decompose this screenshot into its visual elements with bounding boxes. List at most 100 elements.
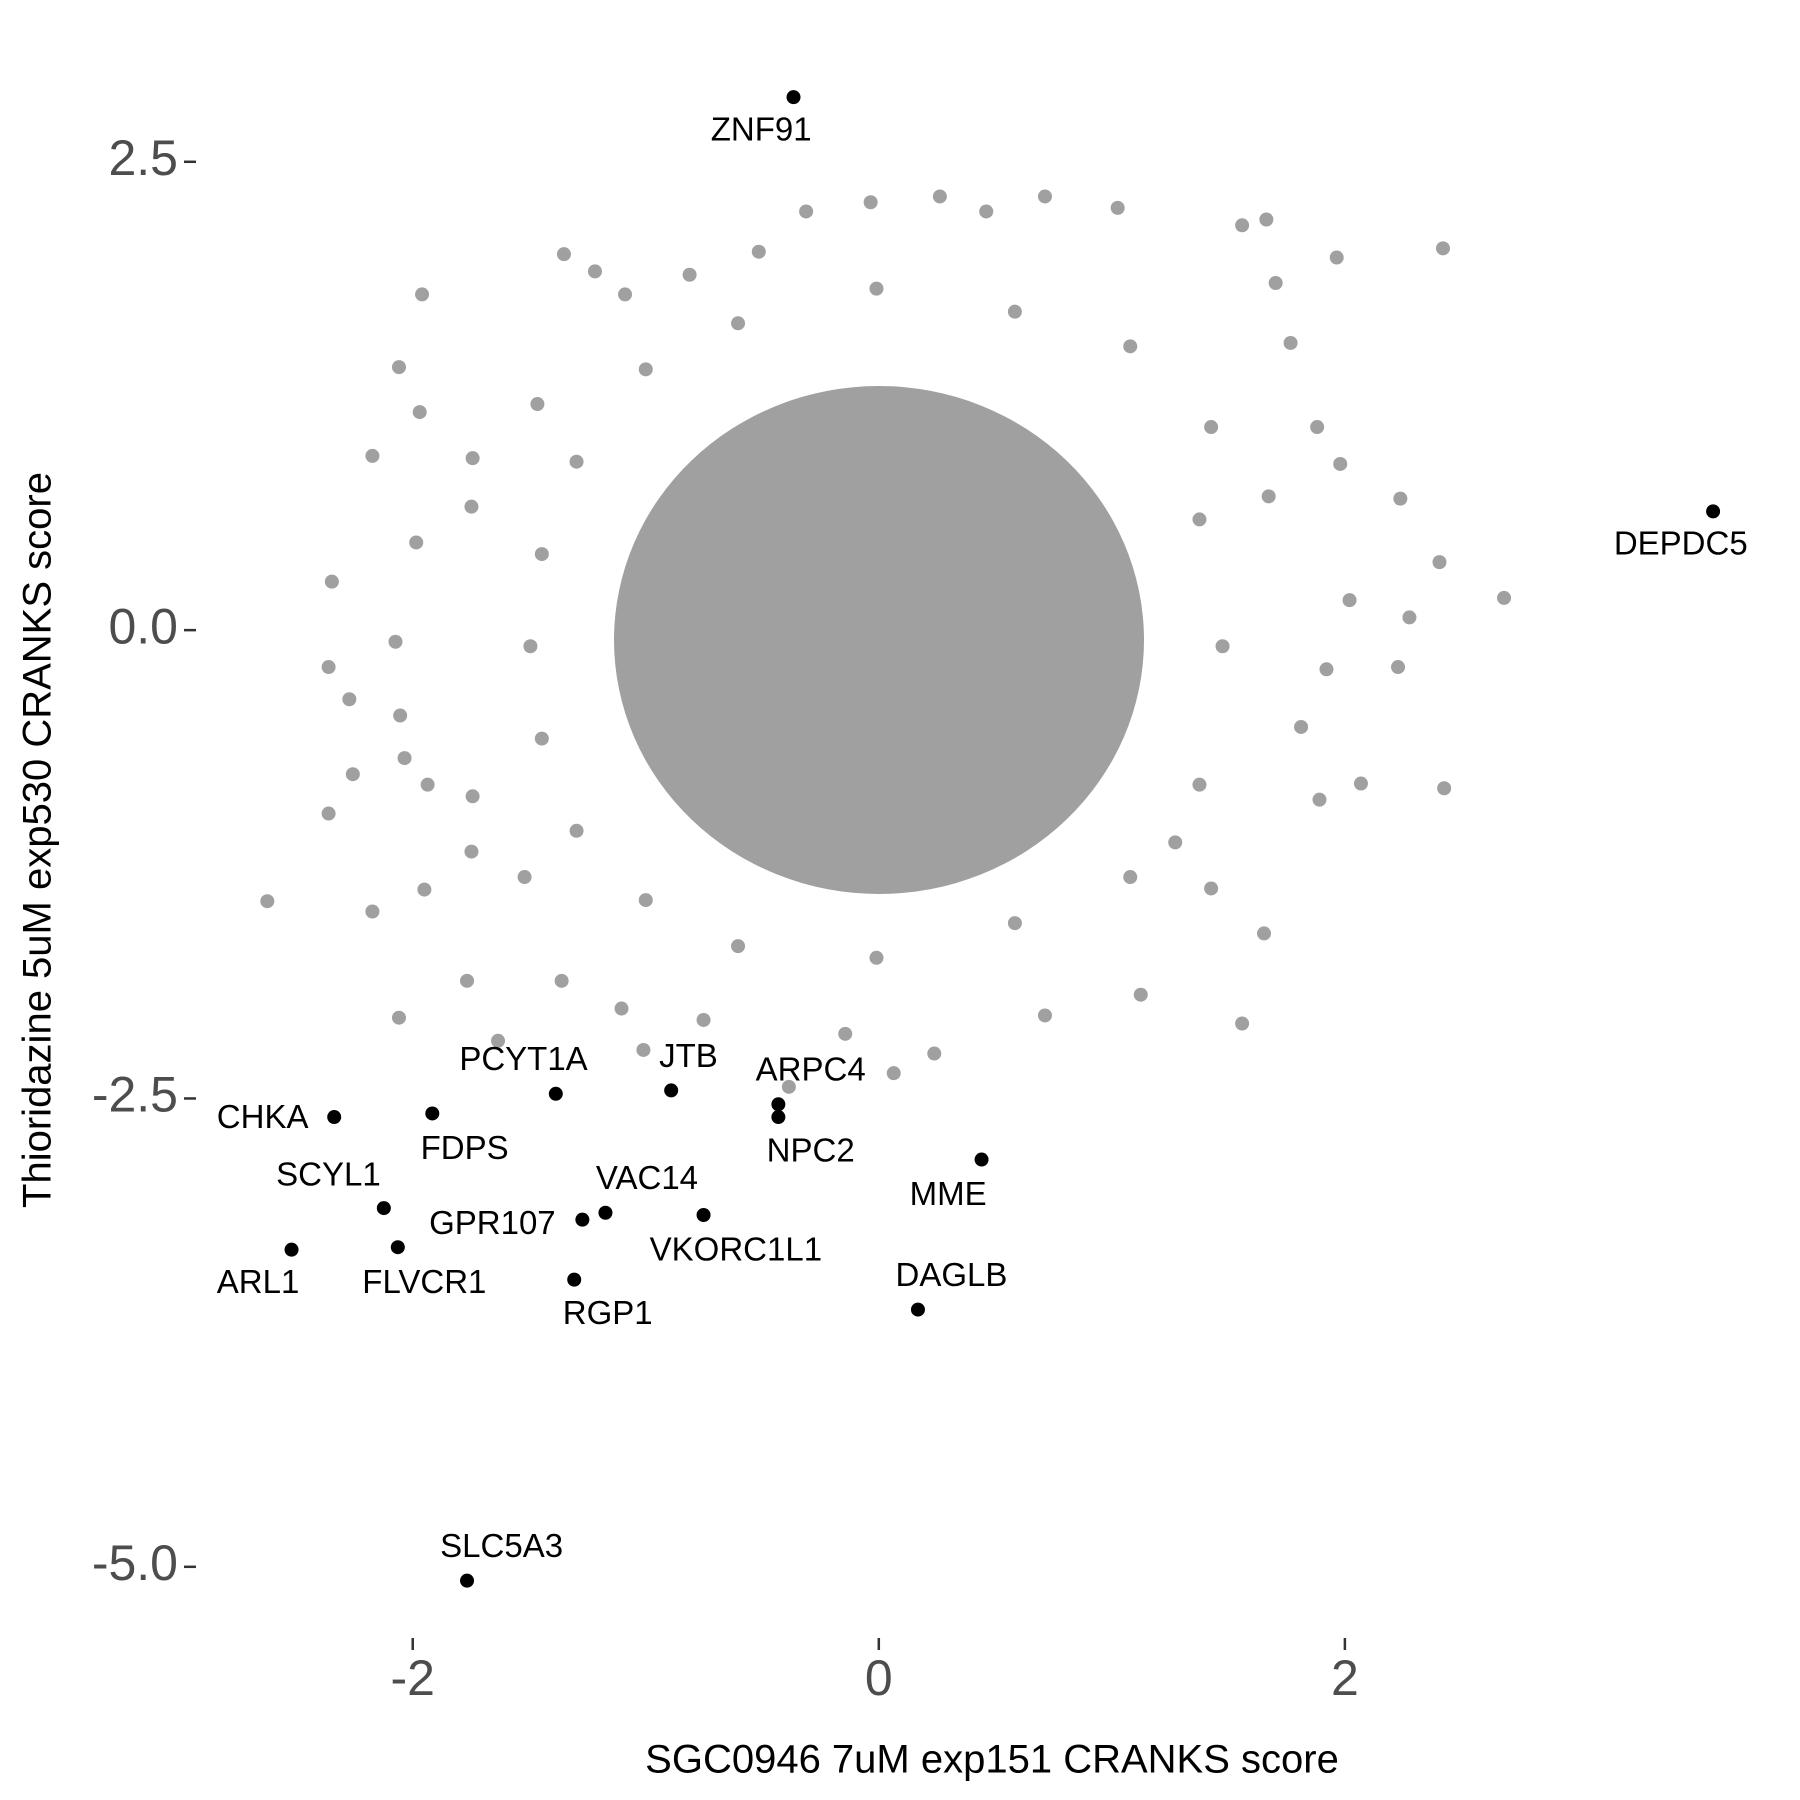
point	[1261, 489, 1276, 504]
point-label: NPC2	[767, 1132, 855, 1169]
point	[393, 708, 408, 723]
point	[534, 731, 549, 746]
point-label: DEPDC5	[1614, 525, 1748, 562]
point	[397, 751, 412, 766]
point	[345, 767, 360, 782]
point	[412, 405, 427, 420]
point	[869, 950, 884, 965]
point	[638, 893, 653, 908]
point	[886, 1066, 901, 1081]
point	[1133, 987, 1148, 1002]
point	[731, 316, 746, 331]
highlighted-point	[460, 1573, 475, 1588]
point	[409, 535, 424, 550]
point	[1268, 276, 1283, 291]
highlighted-point	[664, 1083, 679, 1098]
point	[365, 448, 380, 463]
point-label: VAC14	[596, 1159, 698, 1196]
point	[321, 806, 336, 821]
point	[838, 1026, 853, 1041]
highlighted-point	[327, 1110, 342, 1125]
point	[465, 789, 480, 804]
highlighted-point	[696, 1207, 711, 1222]
y-tick-label: 0.0	[108, 598, 178, 654]
point-label: ZNF91	[711, 111, 812, 148]
point	[460, 973, 475, 988]
point	[365, 904, 380, 919]
point-label: CHKA	[217, 1098, 309, 1135]
point	[799, 204, 814, 219]
axes: 2.5 0.0 -2.5 -5.0 -2 0 2	[92, 130, 1359, 1706]
point	[1204, 420, 1219, 435]
point-label: RGP1	[563, 1294, 653, 1331]
point	[415, 287, 430, 302]
x-tick-label: 0	[865, 1650, 893, 1706]
point-label: DAGLB	[895, 1256, 1007, 1293]
point	[324, 574, 339, 589]
point	[614, 1001, 629, 1016]
point	[417, 882, 432, 897]
point	[1391, 660, 1406, 675]
point	[1037, 1008, 1052, 1023]
point	[638, 362, 653, 377]
point	[1294, 719, 1309, 734]
point	[465, 451, 480, 466]
highlighted-point	[390, 1240, 405, 1255]
point-label: ARL1	[217, 1263, 300, 1300]
y-tick-label: -2.5	[92, 1067, 178, 1123]
point	[781, 1079, 796, 1094]
highlighted-point	[548, 1086, 563, 1101]
point	[1168, 835, 1183, 850]
point	[1215, 639, 1230, 654]
point	[1110, 200, 1125, 215]
point	[1310, 420, 1325, 435]
point-label: FLVCR1	[362, 1263, 486, 1300]
highlighted-point	[598, 1205, 613, 1220]
point	[556, 247, 571, 262]
point	[1312, 792, 1327, 807]
highlighted-point	[771, 1097, 786, 1112]
point	[1402, 610, 1417, 625]
point	[1283, 335, 1298, 350]
point	[1123, 339, 1138, 354]
highlighted-point	[974, 1152, 989, 1167]
point-label: SCYL1	[276, 1156, 381, 1193]
point	[696, 1012, 711, 1027]
point	[1497, 590, 1512, 605]
highlighted-point	[567, 1272, 582, 1287]
point	[260, 894, 275, 909]
point	[530, 397, 545, 412]
point	[1333, 456, 1348, 471]
highlighted-point	[910, 1302, 925, 1317]
point	[1432, 555, 1447, 570]
point	[491, 1033, 506, 1048]
point-label: FDPS	[421, 1129, 509, 1166]
point	[1342, 593, 1357, 608]
x-axis-title: SGC0946 7uM exp151 CRANKS score	[645, 1738, 1339, 1782]
point	[523, 639, 538, 654]
point	[1192, 512, 1207, 527]
point	[863, 195, 878, 210]
point	[1437, 781, 1452, 796]
point-label: SLC5A3	[440, 1527, 563, 1564]
y-tick-label: -5.0	[92, 1535, 178, 1591]
point	[534, 547, 549, 562]
point	[420, 777, 435, 792]
point	[1235, 1016, 1250, 1031]
highlighted-point	[284, 1242, 299, 1257]
point	[1007, 304, 1022, 319]
point	[869, 281, 884, 296]
point-label: GPR107	[429, 1204, 556, 1241]
point	[1235, 218, 1250, 233]
point	[321, 660, 336, 675]
point	[1037, 189, 1052, 204]
point	[751, 244, 766, 259]
point-label: ARPC4	[756, 1051, 866, 1088]
point	[517, 870, 532, 885]
point	[1007, 916, 1022, 931]
point	[1259, 212, 1274, 227]
highlighted-point	[575, 1212, 590, 1227]
highlighted-point	[425, 1106, 440, 1121]
point	[569, 454, 584, 469]
